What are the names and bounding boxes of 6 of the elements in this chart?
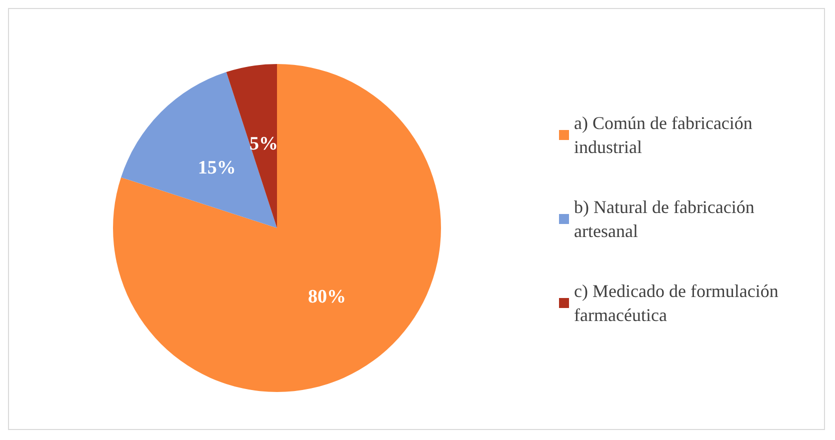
data-label: 5% [249, 134, 278, 155]
data-label: 15% [198, 157, 236, 178]
data-label: 80% [308, 286, 346, 308]
legend-label: b) Natural de fabricación artesanal [574, 197, 759, 241]
legend-label: a) Común de fabricación industrial [574, 113, 757, 157]
legend-label: c) Medicado de formulación farmacéutica [574, 281, 783, 325]
